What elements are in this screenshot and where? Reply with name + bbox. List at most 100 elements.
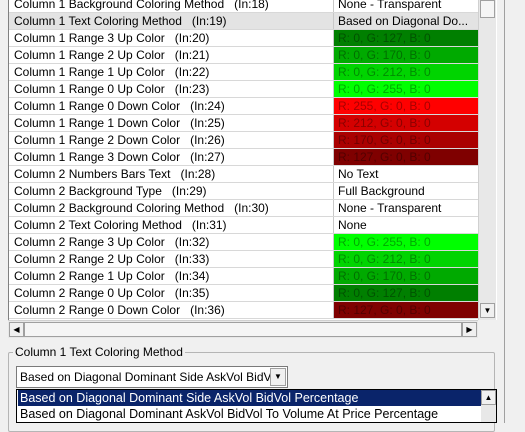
setting-name: Column 2 Numbers Bars Text (In:28) <box>14 166 334 183</box>
dropdown-option[interactable]: Based on Diagonal Dominant Side AskVol B… <box>18 390 483 406</box>
setting-label: Column 1 Range 1 Down Color <box>14 116 181 130</box>
dropdown-scrollbar[interactable]: ▲ <box>481 390 496 422</box>
setting-label: Column 1 Text Coloring Method <box>14 14 182 28</box>
setting-value[interactable]: Based on Diagonal Do... <box>333 13 479 30</box>
dialog-right-edge <box>504 0 525 423</box>
setting-label: Column 1 Background Coloring Method <box>14 0 225 11</box>
setting-name: Column 1 Range 3 Down Color (In:27) <box>14 149 334 166</box>
setting-value[interactable]: None - Transparent <box>333 0 479 13</box>
group-box-label: Column 1 Text Coloring Method <box>13 345 185 359</box>
setting-label: Column 2 Range 0 Down Color <box>14 303 181 317</box>
setting-label: Column 1 Range 3 Down Color <box>14 150 181 164</box>
setting-name: Column 2 Range 2 Up Color (In:33) <box>14 251 334 268</box>
setting-label: Column 2 Range 1 Up Color <box>14 269 165 283</box>
setting-input-number: (In:36) <box>190 303 225 317</box>
setting-name: Column 2 Background Type (In:29) <box>14 183 334 200</box>
setting-label: Column 2 Range 2 Up Color <box>14 252 165 266</box>
grid-row[interactable]: Column 1 Text Coloring Method (In:19) Base… <box>9 13 479 30</box>
setting-label: Column 2 Text Coloring Method <box>14 218 182 232</box>
dropdown-option[interactable]: Based on Diagonal Dominant AskVol BidVol… <box>20 407 439 421</box>
setting-name: Column 1 Range 2 Down Color (In:26) <box>14 132 334 149</box>
color-value-swatch[interactable]: R: 0, G: 212, B: 0 <box>333 64 479 81</box>
setting-name: Column 1 Range 3 Up Color (In:20) <box>14 30 334 47</box>
chevron-down-icon[interactable]: ▼ <box>270 368 286 386</box>
grid-row[interactable]: Column 1 Background Coloring Method (In:1… <box>9 0 479 13</box>
color-value-swatch[interactable]: R: 0, G: 255, B: 0 <box>333 81 479 98</box>
vertical-scroll-thumb[interactable] <box>480 0 495 18</box>
setting-label: Column 1 Range 1 Up Color <box>14 65 165 79</box>
color-value-swatch[interactable]: R: 0, G: 255, B: 0 <box>333 234 479 251</box>
grid-row[interactable]: Column 2 Range 0 Down Color (In:36) R: 127… <box>9 302 479 319</box>
setting-input-number: (In:32) <box>174 235 210 249</box>
grid-row[interactable]: Column 1 Range 1 Down Color (In:25) R: 212… <box>9 115 479 132</box>
setting-value[interactable]: None - Transparent <box>333 200 479 217</box>
grid-row[interactable]: Column 2 Range 3 Up Color (In:32) R: 0, G:… <box>9 234 479 251</box>
grid-horizontal-scrollbar[interactable]: ◀ ▶ <box>8 320 478 338</box>
horizontal-scroll-thumb[interactable] <box>24 322 462 337</box>
setting-label: Column 1 Range 2 Down Color <box>14 133 181 147</box>
arrow-left-icon[interactable]: ◀ <box>9 322 24 337</box>
color-value-swatch[interactable]: R: 0, G: 212, B: 0 <box>333 251 479 268</box>
grid-row[interactable]: Column 1 Range 3 Up Color (In:20) R: 0, G:… <box>9 30 479 47</box>
settings-grid: Column 1 Background Coloring Method (In:1… <box>8 0 497 320</box>
grid-row[interactable]: Column 2 Background Type (In:29) Full Back… <box>9 183 479 200</box>
setting-label: Column 2 Background Coloring Method <box>14 201 225 215</box>
setting-name: Column 1 Range 2 Up Color (In:21) <box>14 47 334 64</box>
setting-name: Column 1 Range 1 Down Color (In:25) <box>14 115 334 132</box>
setting-name: Column 2 Text Coloring Method (In:31) <box>14 217 334 234</box>
grid-row[interactable]: Column 2 Range 1 Up Color (In:34) R: 0, G:… <box>9 268 479 285</box>
setting-input-number: (In:19) <box>191 14 227 28</box>
setting-label: Column 1 Range 0 Down Color <box>14 99 181 113</box>
arrow-right-icon[interactable]: ▶ <box>462 322 477 337</box>
setting-input-number: (In:22) <box>174 65 210 79</box>
color-value-swatch[interactable]: R: 255, G: 0, B: 0 <box>333 98 479 115</box>
grid-row[interactable]: Column 1 Range 0 Down Color (In:24) R: 255… <box>9 98 479 115</box>
setting-input-number: (In:25) <box>190 116 225 130</box>
color-value-swatch[interactable]: R: 0, G: 127, B: 0 <box>333 285 479 302</box>
grid-row[interactable]: Column 2 Range 0 Up Color (In:35) R: 0, G:… <box>9 285 479 302</box>
grid-row[interactable]: Column 1 Range 3 Down Color (In:27) R: 127… <box>9 149 479 166</box>
grid-row[interactable]: Column 1 Range 2 Up Color (In:21) R: 0, G:… <box>9 47 479 64</box>
coloring-method-dropdown-list[interactable]: Based on Diagonal Dominant Side AskVol B… <box>16 389 497 423</box>
setting-name: Column 1 Range 0 Up Color (In:23) <box>14 81 334 98</box>
setting-name: Column 1 Range 0 Down Color (In:24) <box>14 98 334 115</box>
arrow-down-icon[interactable]: ▼ <box>480 303 495 318</box>
grid-row[interactable]: Column 2 Background Coloring Method (In:3… <box>9 200 479 217</box>
setting-label: Column 2 Range 0 Up Color <box>14 286 165 300</box>
setting-value[interactable]: None <box>333 217 479 234</box>
color-value-swatch[interactable]: R: 0, G: 170, B: 0 <box>333 268 479 285</box>
color-value-swatch[interactable]: R: 0, G: 170, B: 0 <box>333 47 479 64</box>
color-value-swatch[interactable]: R: 127, G: 0, B: 0 <box>333 149 479 166</box>
grid-row[interactable]: Column 2 Numbers Bars Text (In:28) No Text <box>9 166 479 183</box>
setting-name: Column 1 Range 1 Up Color (In:22) <box>14 64 334 81</box>
setting-input-number: (In:29) <box>171 184 207 198</box>
setting-input-number: (In:21) <box>174 48 210 62</box>
color-value-swatch[interactable]: R: 170, G: 0, B: 0 <box>333 132 479 149</box>
setting-input-number: (In:18) <box>234 0 269 11</box>
setting-value[interactable]: No Text <box>333 166 479 183</box>
setting-name: Column 2 Background Coloring Method (In:3… <box>14 200 334 217</box>
setting-name: Column 2 Range 0 Down Color (In:36) <box>14 302 334 319</box>
grid-vertical-scrollbar[interactable]: ▼ <box>478 0 496 320</box>
setting-name: Column 2 Range 1 Up Color (In:34) <box>14 268 334 285</box>
setting-value[interactable]: Full Background <box>333 183 479 200</box>
grid-row[interactable]: Column 2 Text Coloring Method (In:31) None <box>9 217 479 234</box>
setting-input-number: (In:27) <box>190 150 225 164</box>
coloring-method-combobox[interactable]: Based on Diagonal Dominant Side AskVol B… <box>16 366 288 388</box>
color-value-swatch[interactable]: R: 127, G: 0, B: 0 <box>333 302 479 319</box>
color-value-swatch[interactable]: R: 0, G: 127, B: 0 <box>333 30 479 47</box>
setting-label: Column 2 Numbers Bars Text <box>14 167 171 181</box>
grid-row[interactable]: Column 1 Range 1 Up Color (In:22) R: 0, G:… <box>9 64 479 81</box>
grid-row[interactable]: Column 1 Range 2 Down Color (In:26) R: 170… <box>9 132 479 149</box>
color-value-swatch[interactable]: R: 212, G: 0, B: 0 <box>333 115 479 132</box>
grid-row[interactable]: Column 1 Range 0 Up Color (In:23) R: 0, G:… <box>9 81 479 98</box>
grid-row[interactable]: Column 2 Range 2 Up Color (In:33) R: 0, G:… <box>9 251 479 268</box>
setting-input-number: (In:24) <box>190 99 225 113</box>
setting-name: Column 1 Background Coloring Method (In:1… <box>14 0 334 13</box>
setting-label: Column 2 Range 3 Up Color <box>14 235 165 249</box>
setting-label: Column 1 Range 2 Up Color <box>14 48 165 62</box>
setting-input-number: (In:35) <box>174 286 210 300</box>
setting-name: Column 2 Range 0 Up Color (In:35) <box>14 285 334 302</box>
arrow-up-icon[interactable]: ▲ <box>481 390 496 405</box>
setting-input-number: (In:31) <box>191 218 227 232</box>
